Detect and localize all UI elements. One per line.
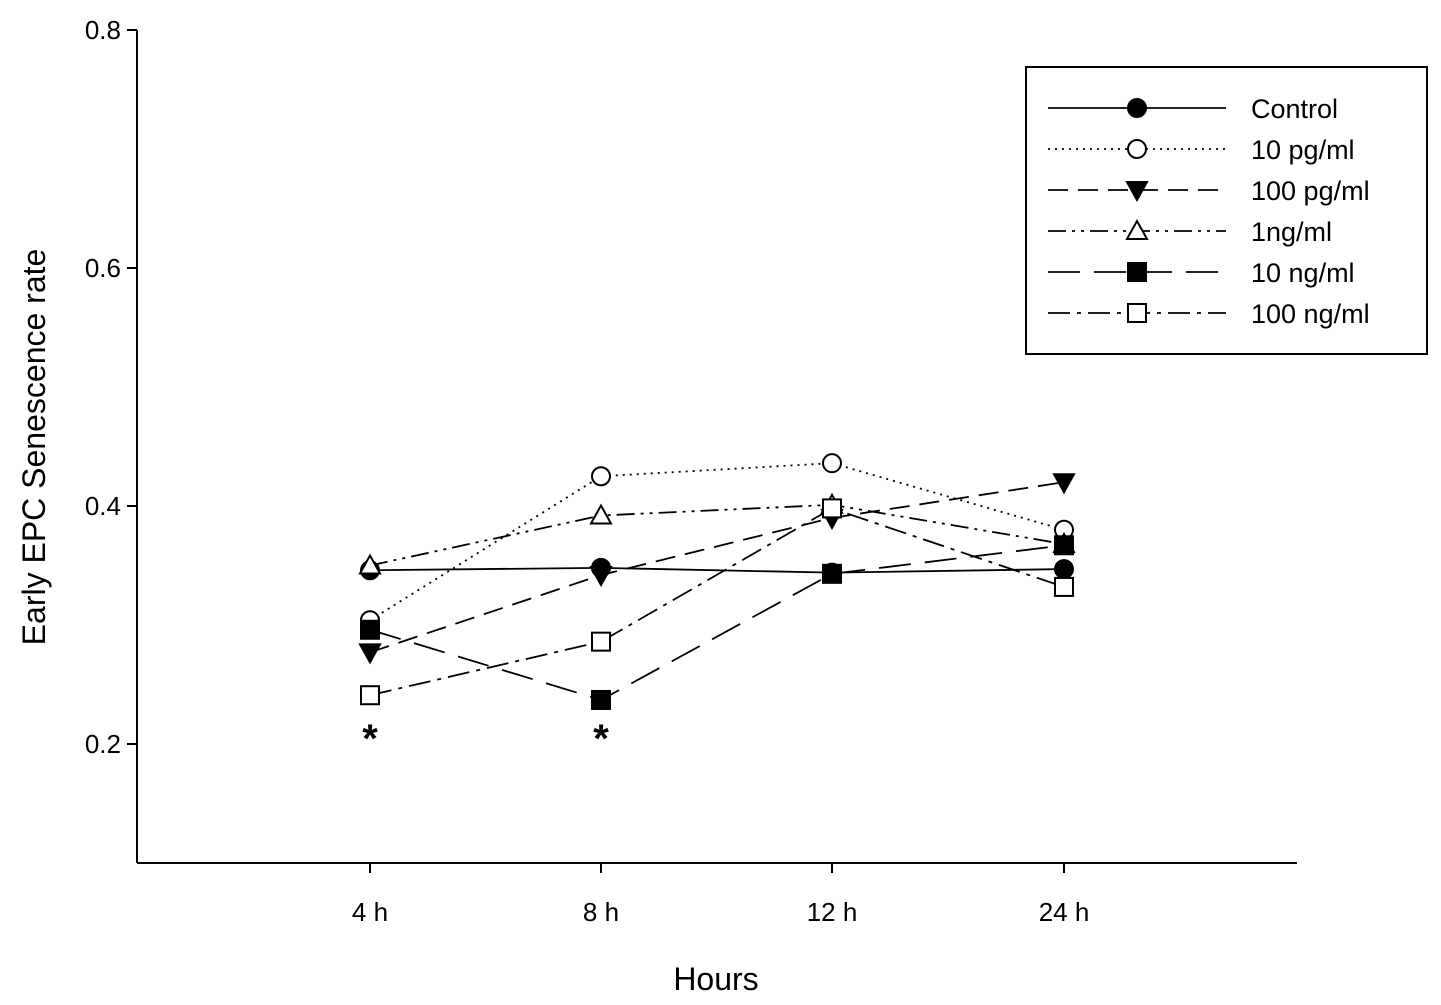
data-point <box>360 619 380 640</box>
y-tick-label: 0.8 <box>85 15 121 45</box>
series-6 <box>360 498 1074 706</box>
legend-label: 10 pg/ml <box>1251 135 1355 165</box>
series-line <box>369 503 1065 567</box>
x-tick-label: 4 h <box>352 897 388 927</box>
x-tick-label: 8 h <box>583 897 619 927</box>
series-line <box>369 481 1065 654</box>
legend-label: 100 pg/ml <box>1251 176 1370 206</box>
legend-item: 10 pg/ml <box>1048 135 1355 165</box>
legend-marker <box>1127 303 1147 323</box>
data-point <box>589 503 613 525</box>
legend-box <box>1025 66 1428 355</box>
legend-label: 10 ng/ml <box>1251 258 1355 288</box>
y-tick-label: 0.4 <box>85 491 121 521</box>
y-axis-title: Early EPC Senescence rate <box>16 249 52 646</box>
data-point <box>822 498 842 519</box>
legend-item: 1ng/ml <box>1048 217 1332 247</box>
data-point <box>358 553 382 575</box>
series-1 <box>360 557 1074 583</box>
significance-marker: * <box>593 717 609 761</box>
data-point <box>1054 535 1074 556</box>
series-2 <box>360 453 1074 631</box>
legend-items: Control 10 pg/ml 100 pg/ml 1ng/ml 10 ng/ml 10… <box>1048 94 1370 329</box>
legend-item: 10 ng/ml <box>1048 258 1355 288</box>
legend-marker <box>1127 262 1147 282</box>
legend-marker <box>1127 98 1147 118</box>
axes: 0.2 0.4 0.6 0.8 4 h 8 h 12 h 24 h <box>85 15 1297 927</box>
data-point <box>358 643 382 665</box>
data-point <box>589 566 613 588</box>
series-line <box>369 507 1065 697</box>
legend-label: Control <box>1251 94 1338 124</box>
series-4 <box>358 492 1076 575</box>
y-tick-label: 0.6 <box>85 253 121 283</box>
x-axis-title: Hours <box>673 961 758 997</box>
data-point <box>822 563 842 584</box>
legend-item: 100 ng/ml <box>1048 299 1370 329</box>
legend-marker <box>1125 181 1149 203</box>
series-line <box>369 462 1065 622</box>
legend-item: 100 pg/ml <box>1048 176 1370 206</box>
series-layer <box>358 453 1076 710</box>
legend: Control 10 pg/ml 100 pg/ml 1ng/ml 10 ng/ml 10… <box>1025 66 1428 355</box>
x-tick-label: 12 h <box>807 897 858 927</box>
data-point <box>1054 559 1074 580</box>
data-point <box>1054 576 1074 597</box>
legend-label: 1ng/ml <box>1251 217 1332 247</box>
legend-label: 100 ng/ml <box>1251 299 1370 329</box>
y-tick-label: 0.2 <box>85 729 121 759</box>
annotation-layer: * * <box>362 717 609 761</box>
series-5 <box>360 535 1074 710</box>
data-point <box>591 631 611 652</box>
data-point <box>591 689 611 710</box>
series-line <box>369 544 1065 701</box>
x-tick-label: 24 h <box>1039 897 1090 927</box>
data-point <box>360 685 380 706</box>
series-line <box>369 566 1065 574</box>
legend-marker <box>1125 218 1149 240</box>
data-point <box>1052 473 1076 495</box>
data-point <box>822 453 842 474</box>
legend-item: Control <box>1048 94 1338 124</box>
data-point <box>591 466 611 487</box>
legend-marker <box>1127 139 1147 159</box>
significance-marker: * <box>362 717 378 761</box>
